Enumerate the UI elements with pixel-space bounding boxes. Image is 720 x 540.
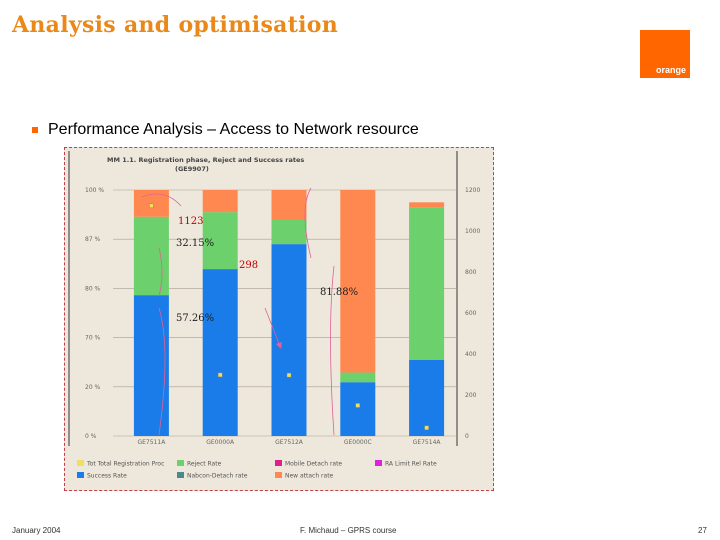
line-point-ge0000c [355, 403, 361, 408]
legend-label: New attach rate [285, 473, 334, 480]
callout-line [141, 193, 182, 207]
legend-swatch-success-rate [77, 472, 84, 478]
bullet-icon [32, 127, 38, 133]
legend-label: Reject Rate [187, 461, 222, 468]
footer-date: January 2004 [12, 526, 61, 535]
x-tick-label: GE0000A [206, 439, 235, 446]
right-tick-label: 0 [465, 433, 469, 440]
right-tick-label: 1000 [465, 228, 480, 235]
arrow-line [264, 307, 281, 347]
bar-success-rate-ge0000a [202, 269, 238, 436]
x-tick-label: GE7514A [413, 439, 442, 446]
bracket-reject [158, 247, 163, 297]
legend-label: Mobile Detach rate [285, 461, 342, 468]
slide-title: Analysis and optimisation [12, 12, 339, 38]
x-tick-label: GE7511A [137, 439, 166, 446]
legend-label: Nabcon-Detach rate [187, 473, 248, 480]
bracket-success [158, 307, 166, 436]
line-point-ge7511a [149, 203, 154, 209]
x-tick-label: GE7512A [275, 439, 304, 446]
chart-svg: MM 1.1. Registration phase, Reject and S… [68, 151, 480, 480]
arrow-head [276, 342, 282, 349]
legend-label: Tot Total Registration Proc [86, 461, 164, 468]
footer-page-number: 27 [698, 526, 707, 535]
legend-swatch-ra-limit-rel-rate [375, 460, 382, 466]
bar-new-attach-rate-ge7514a [409, 202, 445, 208]
line-point-ge0000a [217, 372, 223, 378]
bar-reject-rate-ge7512a [271, 219, 307, 245]
line-point-ge7514a [424, 425, 429, 431]
left-tick-label: 0 % [85, 433, 97, 440]
right-tick-label: 600 [465, 310, 477, 317]
chart-subtitle: (GE9907) [175, 165, 209, 173]
bar-new-attach-rate-ge7512a [271, 190, 307, 220]
bar-reject-rate-ge0000a [202, 212, 238, 270]
right-tick-label: 1200 [465, 187, 480, 194]
annotation-label: 298 [239, 260, 258, 271]
left-tick-label: 100 % [85, 187, 104, 194]
bracket-new-attach [304, 187, 312, 259]
legend-swatch-new-attach-rate [275, 472, 282, 478]
annotation-label: 57.26% [176, 313, 214, 324]
chart-frame: MM 1.1. Registration phase, Reject and S… [64, 147, 494, 491]
annotation-label: 32.15% [176, 238, 214, 249]
x-tick-label: GE0000C [344, 439, 372, 446]
logo-text: orange [655, 65, 686, 75]
bracket-new-attach-long [330, 265, 335, 436]
bar-reject-rate-ge7514a [409, 207, 445, 360]
legend-label: Success Rate [87, 473, 127, 480]
orange-logo: orange [640, 30, 690, 78]
bar-success-rate-ge7514a [409, 359, 445, 436]
bar-success-rate-ge0000c [340, 382, 376, 436]
bar-success-rate-ge7512a [271, 244, 307, 436]
bar-new-attach-rate-ge0000c [340, 190, 376, 373]
right-tick-label: 800 [465, 269, 477, 276]
left-tick-label: 70 % [85, 335, 101, 342]
bar-reject-rate-ge7511a [133, 216, 169, 296]
legend-swatch-nabcon-detach-rate [177, 472, 184, 478]
left-tick-label: 87 % [85, 236, 101, 243]
left-tick-label: 80 % [85, 285, 101, 292]
left-tick-label: 20 % [85, 384, 101, 391]
footer-course: F. Michaud – GPRS course [300, 526, 397, 535]
bar-success-rate-ge7511a [133, 295, 169, 436]
bar-reject-rate-ge0000c [340, 372, 376, 383]
legend-swatch-tot-total-registration-proc [77, 460, 84, 466]
annotation-label: 1123 [178, 216, 203, 227]
right-tick-label: 200 [465, 392, 477, 399]
legend-swatch-reject-rate [177, 460, 184, 466]
chart-title: MM 1.1. Registration phase, Reject and S… [107, 156, 304, 164]
legend-swatch-mobile-detach-rate [275, 460, 282, 466]
annotation-label: 81.88% [320, 287, 358, 298]
bar-new-attach-rate-ge0000a [202, 190, 238, 213]
right-tick-label: 400 [465, 351, 477, 358]
legend-label: RA Limit Rel Rate [385, 461, 437, 468]
bullet-text: Performance Analysis – Access to Network… [48, 121, 419, 138]
line-point-ge7512a [286, 372, 292, 378]
